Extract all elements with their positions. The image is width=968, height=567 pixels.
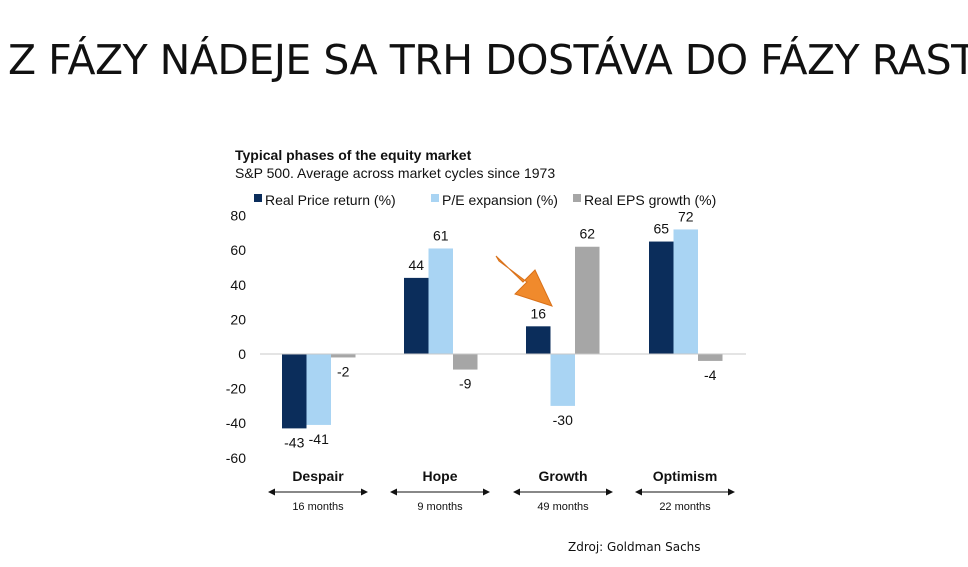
y-tick-label: 80 [230,208,246,224]
bars: -43 -41 -2 44 61 -9 16 -30 62 65 72 -4 [260,208,746,450]
bar [575,246,600,354]
duration-label: 9 months [417,501,463,513]
duration-arrow-left-head [268,488,275,496]
duration-arrow-right-head [728,488,735,496]
y-tick-label: 0 [238,346,246,362]
bar [550,354,575,406]
duration-label: 49 months [537,501,589,513]
orange-arrow-shape [495,255,553,307]
bar-value-label: 72 [678,208,694,224]
y-tick-label: 60 [230,242,246,258]
bar-value-label: -9 [459,376,472,392]
y-tick-label: -20 [226,381,246,397]
duration-label: 16 months [292,501,344,513]
bar [526,326,551,354]
bar [306,354,331,425]
chart-subtitle: S&P 500. Average across market cycles si… [235,165,555,181]
category-label: Growth [539,468,588,484]
y-tick-label: -40 [226,415,246,431]
bar-value-label: -30 [553,412,573,428]
legend-label-real-eps-growth: Real EPS growth (%) [584,192,716,208]
category-label: Optimism [653,468,718,484]
bar-value-label: 16 [530,305,546,321]
duration-arrow-left-head [390,488,397,496]
chart-legend: Real Price return (%) P/E expansion (%) Re… [254,192,716,208]
bar [282,354,307,429]
bar-value-label: 65 [653,221,669,237]
y-tick-label: 20 [230,311,246,327]
legend-swatch-p-e-expansion [431,194,439,202]
legend-label-real-price-return: Real Price return (%) [265,192,396,208]
chart-title: Typical phases of the equity market [235,147,472,163]
duration-arrow-left-head [635,488,642,496]
bar-value-label: 62 [579,226,595,242]
category-label: Despair [292,468,344,484]
bar [453,354,478,370]
bar [673,229,698,354]
bar-value-label: -41 [309,431,329,447]
annotation-arrow [495,255,553,307]
y-tick-label: -60 [226,450,246,466]
bar-value-label: -2 [337,363,350,379]
category-label: Hope [423,468,458,484]
bar [698,354,723,361]
bar [404,277,429,354]
duration-arrow-right-head [483,488,490,496]
legend-label-p-e-expansion: P/E expansion (%) [442,192,558,208]
bar-value-label: -4 [704,367,717,383]
legend-swatch-real-eps-growth [573,194,581,202]
source-note: Zdroj: Goldman Sachs [568,540,701,554]
bar-value-label: 61 [433,227,449,243]
slide-title: Z FÁZY NÁDEJE SA TRH DOSTÁVA DO FÁZY RAS… [8,36,968,84]
legend-swatch-real-price-return [254,194,262,202]
duration-label: 22 months [659,501,711,513]
bar [331,354,356,358]
y-tick-label: 40 [230,277,246,293]
duration-arrow-right-head [361,488,368,496]
bar [649,241,674,354]
category-axis: Despair 16 months Hope 9 months Growth 49 mon… [268,468,735,513]
duration-arrow-left-head [513,488,520,496]
duration-arrow-right-head [606,488,613,496]
bar-value-label: -43 [284,434,304,450]
y-axis: 80 60 40 20 0 -20 -40 -60 [226,208,246,466]
bar [428,248,453,354]
bar-value-label: 44 [408,257,424,273]
